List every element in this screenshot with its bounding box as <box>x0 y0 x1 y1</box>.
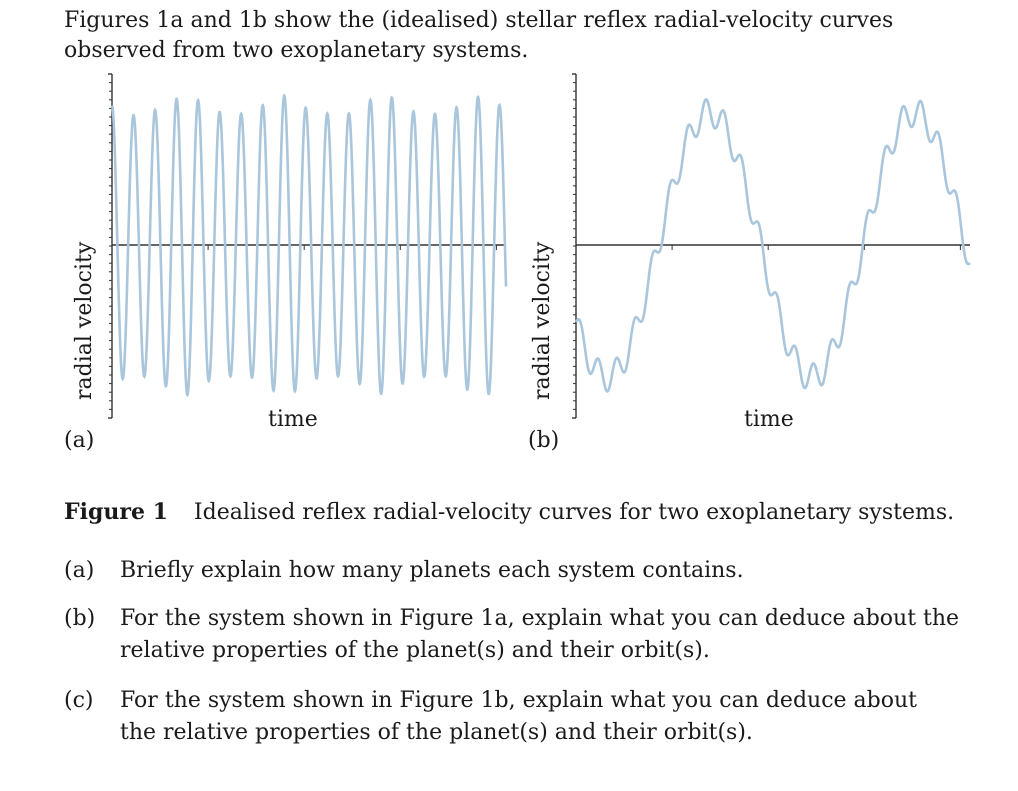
figure-caption: Figure 1 Idealised reflex radial-velocity… <box>64 497 984 528</box>
ylabel-a: radial velocity <box>72 241 97 400</box>
figure-panel-b: radial velocity time (b) <box>528 70 978 465</box>
caption-label: Figure 1 <box>64 499 168 525</box>
question-label: (c) <box>64 688 94 713</box>
rv-curve-b <box>574 98 971 393</box>
intro-text: Figures 1a and 1b show the (idealised) s… <box>64 8 894 63</box>
rv-curve-a <box>110 93 508 398</box>
panel-label-a: (a) <box>64 428 95 453</box>
panel-label-b: (b) <box>528 428 560 453</box>
rv-chart-b <box>572 73 971 419</box>
xlabel-a: time <box>268 407 318 432</box>
question-label: (a) <box>64 558 95 583</box>
rv-chart-a <box>108 73 508 419</box>
ylabel-b: radial velocity <box>530 241 555 400</box>
question-label: (b) <box>64 606 96 631</box>
question-text: For the system shown in Figure 1a, expla… <box>120 606 960 663</box>
question-text: Briefly explain how many planets each sy… <box>120 558 744 583</box>
figure-panel-a: radial velocity time (a) <box>64 70 514 465</box>
xlabel-b: time <box>744 407 794 432</box>
caption-text: Idealised reflex radial-velocity curves … <box>193 500 955 525</box>
question-text: For the system shown in Figure 1b, expla… <box>120 688 917 745</box>
